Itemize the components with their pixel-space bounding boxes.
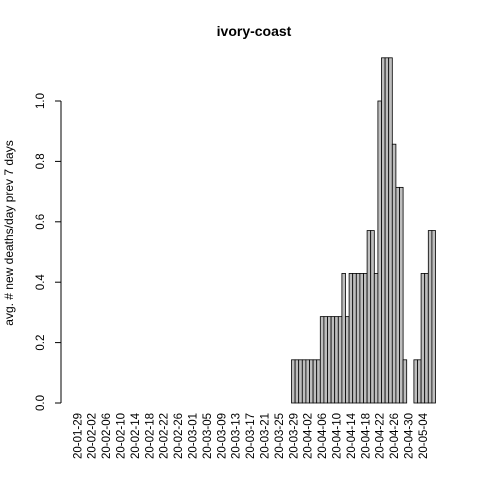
bar-63	[301, 359, 307, 404]
x-tick-label-14: 20-03-25	[274, 413, 286, 459]
x-tick-label-17: 20-04-06	[317, 413, 329, 459]
bar-72	[334, 316, 339, 404]
bar-83	[373, 273, 379, 404]
bar-66	[312, 359, 318, 404]
x-tick-label-6: 20-02-22	[159, 413, 171, 459]
bar-79	[359, 273, 364, 404]
x-tick-label-4: 20-02-14	[130, 412, 142, 459]
bar-60	[291, 359, 296, 404]
bar-81	[366, 230, 372, 404]
x-tick-label-11: 20-03-13	[231, 413, 243, 459]
bar-94	[413, 359, 418, 404]
y-axis: 0.0 0.2 0.4 0.6 0.8 1.0	[35, 93, 62, 411]
bar-68	[319, 316, 325, 404]
x-tick-label-10: 20-03-09	[216, 413, 228, 459]
y-tick-label-2: 0.4	[35, 274, 47, 291]
x-tick-label-5: 20-02-18	[144, 413, 156, 459]
x-tick-label-16: 20-04-02	[303, 413, 315, 459]
bar-67	[316, 359, 321, 404]
bar-70	[327, 316, 332, 404]
x-tick-label-24: 20-05-04	[418, 412, 430, 459]
x-tick-label-23: 20-04-30	[404, 413, 416, 459]
x-tick-label-13: 20-03-21	[260, 413, 272, 459]
bar-86	[384, 57, 390, 404]
bar-75	[345, 316, 350, 404]
bar-84	[377, 100, 382, 404]
bar-87	[388, 57, 393, 404]
y-tick-label-0: 0.0	[35, 395, 47, 411]
x-tick-label-1: 20-02-02	[87, 413, 99, 459]
bar-77	[352, 273, 357, 404]
bar-80	[363, 273, 368, 404]
bar-78	[355, 273, 361, 404]
x-tick-label-22: 20-04-26	[389, 413, 401, 459]
x-tick-label-2: 20-02-06	[101, 413, 113, 459]
bar-82	[370, 230, 375, 404]
bar-97	[424, 273, 429, 404]
x-tick-label-19: 20-04-14	[346, 412, 358, 459]
x-tick-label-9: 20-03-05	[202, 413, 214, 459]
x-tick-label-7: 20-02-26	[173, 413, 185, 459]
bar-95	[417, 359, 422, 404]
bar-88	[391, 143, 397, 404]
bars	[291, 57, 436, 404]
bar-85	[381, 57, 386, 404]
x-tick-label-18: 20-04-10	[332, 413, 344, 459]
bar-73	[337, 316, 343, 404]
bar-64	[305, 359, 310, 404]
x-tick-label-15: 20-03-29	[288, 413, 300, 459]
bar-74	[341, 273, 346, 404]
y-tick-label-4: 0.8	[35, 153, 47, 169]
bar-96	[420, 273, 426, 404]
bar-98	[427, 230, 433, 404]
y-tick-label-3: 0.6	[35, 214, 47, 230]
bar-61	[294, 359, 300, 404]
bar-62	[298, 359, 303, 404]
x-tick-label-0: 20-01-29	[72, 413, 84, 459]
bar-76	[348, 273, 354, 404]
x-tick-label-21: 20-04-22	[375, 413, 387, 459]
bar-69	[323, 316, 328, 404]
x-tick-label-3: 20-02-10	[116, 413, 128, 459]
bar-89	[395, 186, 400, 404]
bar-90	[399, 186, 404, 404]
y-tick-label-5: 1.0	[35, 93, 47, 109]
bar-71	[330, 316, 336, 404]
x-tick-label-8: 20-03-01	[188, 413, 200, 459]
x-axis: 20-01-29 20-02-02 20-02-06 20-02-10 20-02-14…	[72, 412, 430, 459]
bar-65	[309, 359, 314, 404]
y-tick-label-1: 0.2	[35, 335, 47, 351]
y-axis-label: avg. # new deaths/day prev 7 days	[2, 140, 16, 325]
chart-title: ivory-coast	[217, 23, 292, 39]
x-tick-label-20: 20-04-18	[360, 413, 372, 459]
bar-99	[431, 230, 436, 404]
x-tick-label-12: 20-03-17	[245, 413, 257, 459]
bar-91	[402, 359, 408, 404]
